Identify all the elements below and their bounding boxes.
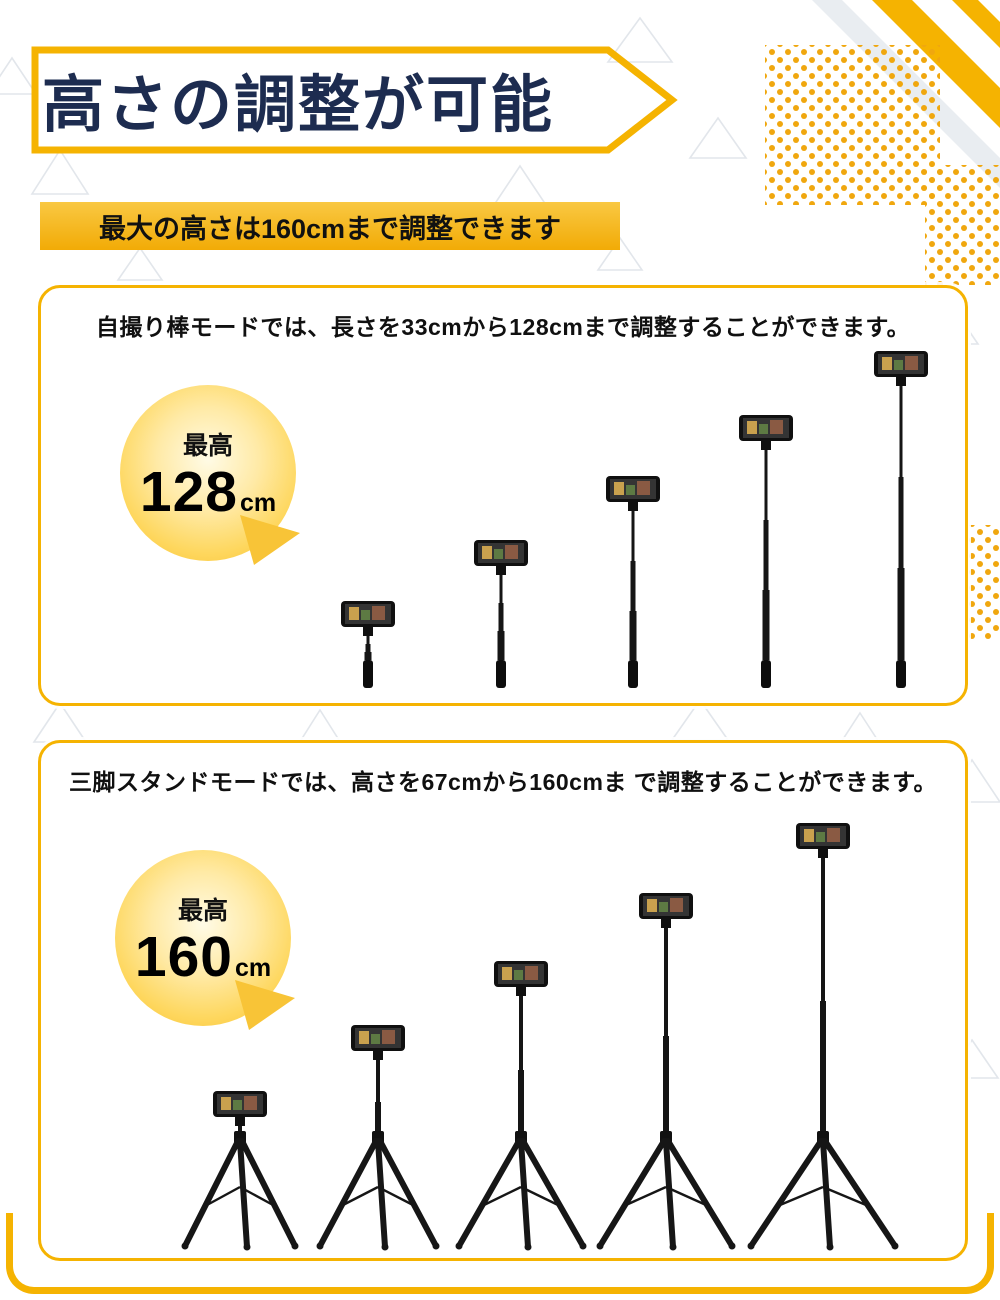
tripod-caption: 三脚スタンドモードでは、高さを67cmから160cmま で調整することができます… xyxy=(68,769,938,795)
selfie-stick xyxy=(341,601,395,688)
selfie-stick xyxy=(739,415,793,688)
max-height-badge: 最高 128 cm xyxy=(120,385,300,565)
page-title: 高さの調整が可能 xyxy=(42,71,555,140)
max-height-badge: 最高 160 cm xyxy=(115,850,295,1030)
selfie-stick xyxy=(606,476,660,688)
badge-value-row: 128 cm xyxy=(139,459,277,524)
badge-value: 160 xyxy=(134,924,233,989)
selfie-stick-caption: 自撮り棒モードでは、長さを33cmから128cmまで調整することができます。 xyxy=(95,314,911,340)
badge-tail xyxy=(240,515,300,565)
title-section: 高さの調整が可能 xyxy=(30,44,690,156)
page-frame xyxy=(6,1213,994,1294)
badge-unit: cm xyxy=(234,953,272,982)
tripod-illustration xyxy=(181,823,899,1251)
badge-value-row: 160 cm xyxy=(134,924,272,989)
title-arrow-outline xyxy=(31,46,678,154)
badge-label: 最高 xyxy=(182,431,233,460)
selfie-stick-panel: 自撮り棒モードでは、長さを33cmから128cmまで調整することができます。 xyxy=(38,285,968,706)
tripod-stand xyxy=(316,1025,440,1251)
tripod-stand xyxy=(747,823,899,1251)
badge-label: 最高 xyxy=(177,896,228,925)
selfie-stick xyxy=(874,351,928,688)
tripod-stand xyxy=(181,1091,299,1251)
selfie-stick xyxy=(474,540,528,688)
gold-corner-stripe-small xyxy=(952,0,1000,48)
tripod-stand xyxy=(596,893,736,1251)
tripod-panel: 三脚スタンドモードでは、高さを67cmから160cmま で調整することができます… xyxy=(38,740,968,1261)
badge-value: 128 xyxy=(139,459,238,524)
selfie-stick-illustration xyxy=(341,351,928,688)
badge-unit: cm xyxy=(239,488,277,517)
triangle-pattern xyxy=(0,16,1000,1079)
badge-tail xyxy=(235,980,295,1030)
dot-pattern-top-right xyxy=(765,45,940,205)
max-height-banner: 最大の高さは160cmまで調整できます xyxy=(40,202,620,250)
tripod-stand xyxy=(455,961,587,1251)
dot-pattern-right xyxy=(925,165,1000,285)
